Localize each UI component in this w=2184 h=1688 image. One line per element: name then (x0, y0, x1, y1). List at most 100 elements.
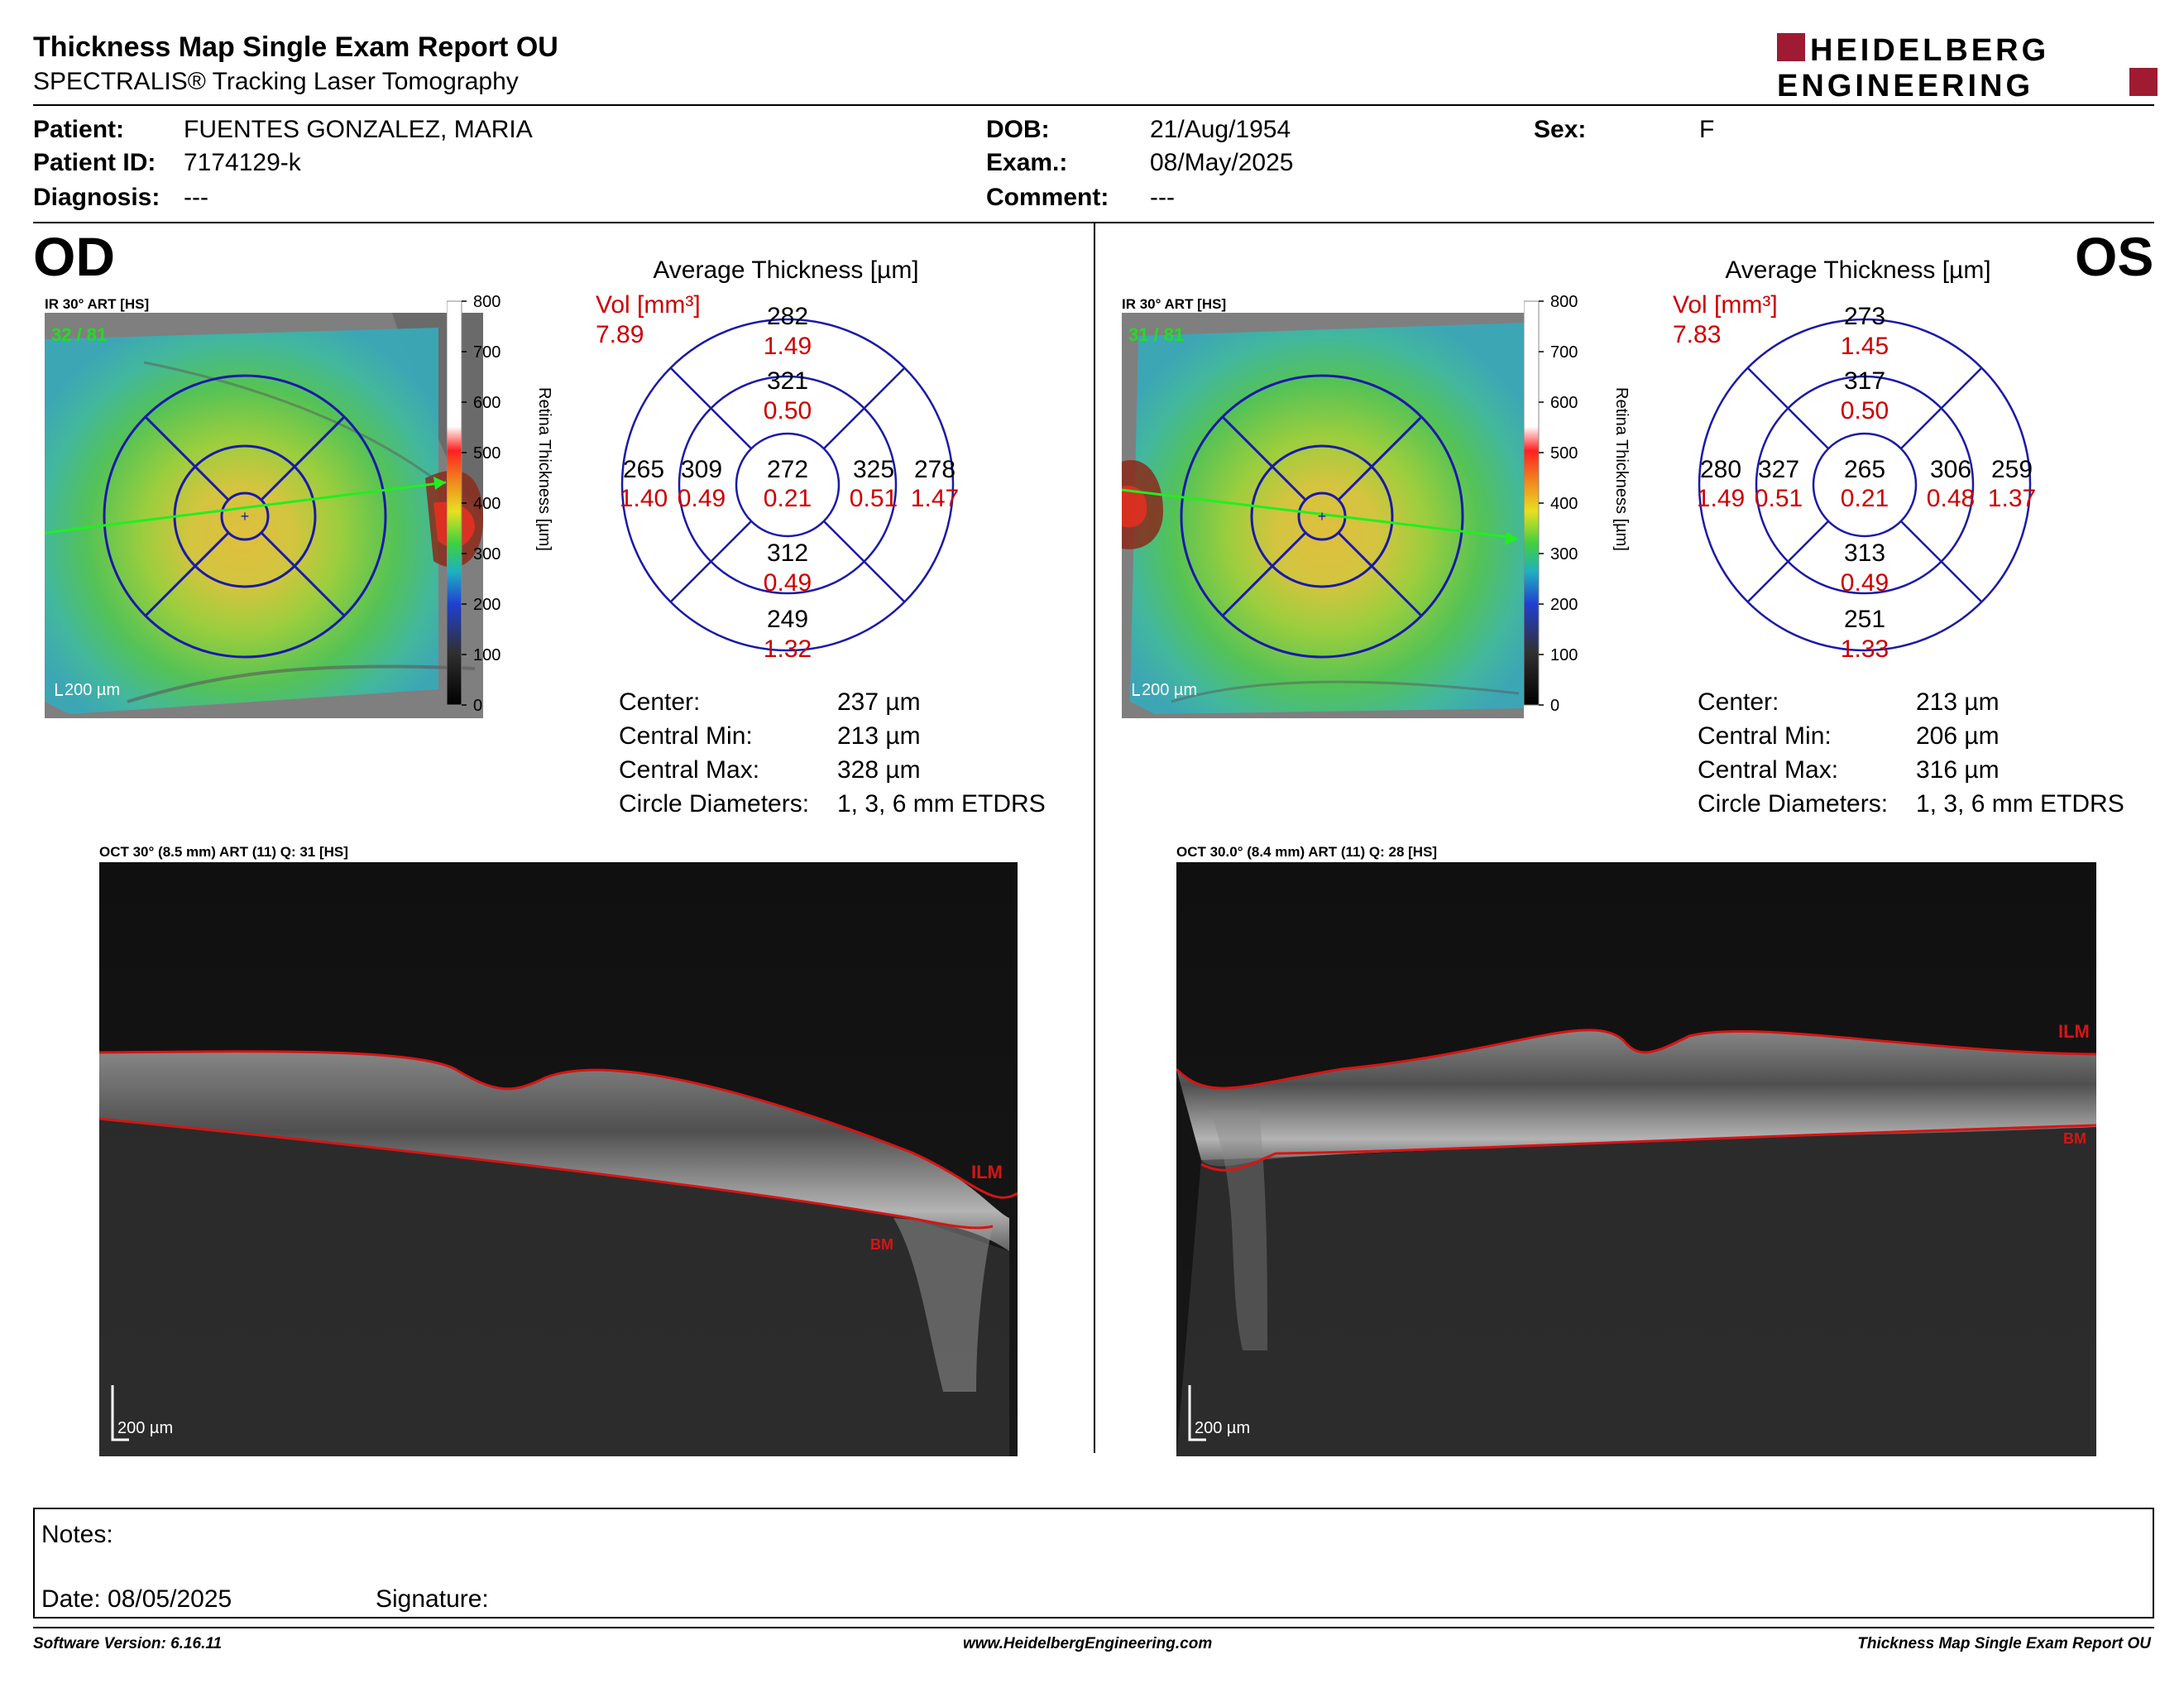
od-outer-right-thickness: 278 (914, 456, 956, 483)
od-inner-right-thickness: 325 (853, 456, 894, 483)
patient-id-label: Patient ID: (33, 149, 156, 176)
os-vol-total: 7.83 (1673, 321, 1722, 348)
os-scan-line (1122, 488, 1516, 539)
logo-line2: ENGINEERING (1777, 69, 2033, 101)
od-oct-scan: ILM BM 200 µm (99, 862, 1018, 1456)
od-title: OD (33, 226, 115, 287)
od-inner-left-volume: 0.49 (678, 485, 726, 512)
od-stat-max-value: 328 µm (837, 756, 921, 784)
os-colorbar-tick-label: 700 (1550, 343, 1578, 362)
od-stat-diam-label: Circle Diameters: (619, 790, 810, 818)
od-bm-label: BM (870, 1236, 893, 1253)
os-inner-superior-thickness: 317 (1844, 367, 1885, 395)
os-colorbar-tick-label: 0 (1550, 697, 1559, 715)
od-stat-center-value: 237 µm (837, 688, 921, 716)
od-avg-title: Average Thickness [µm] (653, 257, 919, 284)
od-scale-bar-icon (55, 683, 63, 696)
os-outer-inferior-volume: 1.33 (1841, 635, 1889, 663)
os-outer-right-thickness: 259 (1991, 456, 2033, 483)
os-stat-min-value: 206 µm (1916, 722, 2000, 750)
od-etdrs-grid (103, 374, 387, 659)
notes-box[interactable]: Notes: Date: 08/05/2025 Signature: (33, 1508, 2154, 1618)
od-vol-total: 7.89 (596, 321, 644, 348)
od-scan-line (45, 481, 447, 535)
footer-website-link[interactable]: www.HeidelbergEngineering.com (963, 1635, 1213, 1652)
od-outer-left-thickness: 265 (623, 456, 664, 483)
od-inner-superior-thickness: 321 (767, 367, 808, 395)
os-ilm-line (1176, 1029, 2096, 1090)
notes-label: Notes: (41, 1521, 113, 1548)
os-stat-center-label: Center: (1698, 688, 1779, 716)
od-outer-superior-thickness: 282 (767, 303, 808, 330)
exam-value: 08/May/2025 (1150, 149, 1294, 176)
od-outer-inferior-volume: 1.32 (764, 635, 812, 663)
os-colorbar-tick-label: 800 (1550, 293, 1578, 311)
od-colorbar-tick-label: 700 (473, 343, 500, 362)
os-stat-max-label: Central Max: (1698, 756, 1839, 784)
od-stat-min-value: 213 µm (837, 722, 921, 750)
os-colorbar-tick-label: 600 (1550, 394, 1578, 412)
patient-label: Patient: (33, 116, 125, 143)
od-oct-scale: 200 µm (117, 1419, 173, 1437)
os-colorbar-title: Retina Thickness [µm] (1612, 387, 1631, 551)
od-colorbar-tick-label: 500 (473, 444, 500, 463)
od-center-volume: 0.21 (764, 485, 812, 512)
od-colorbar-title: Retina Thickness [µm] (535, 387, 553, 551)
od-colorbar: 800 700 600 500 400 300 200 100 0 Retina Thickne… (447, 293, 553, 715)
signature-label: Signature: (376, 1585, 489, 1613)
comment-label: Comment: (986, 184, 1109, 211)
os-outer-superior-thickness: 273 (1844, 303, 1885, 330)
od-colorbar-tick-label: 0 (473, 697, 482, 715)
os-fovea-cross-icon: + (1318, 508, 1327, 525)
os-oct-label: OCT 30.0° (8.4 mm) ART (11) Q: 28 [HS] (1176, 844, 1438, 860)
report-subtitle: SPECTRALIS® Tracking Laser Tomography (33, 68, 519, 95)
dob-label: DOB: (986, 116, 1050, 143)
os-center-thickness: 265 (1844, 456, 1885, 483)
od-outer-left-volume: 1.40 (620, 485, 668, 512)
os-inner-left-volume: 0.51 (1755, 485, 1803, 512)
date-label: Date: 08/05/2025 (41, 1585, 232, 1613)
os-colorbar-tick-label: 400 (1550, 495, 1578, 513)
od-inner-inferior-thickness: 312 (767, 539, 808, 567)
eye-separator (1094, 223, 1095, 1453)
os-stat-center-value: 213 µm (1916, 688, 2000, 716)
os-outer-left-volume: 1.49 (1697, 485, 1745, 512)
od-inner-left-thickness: 309 (681, 456, 722, 483)
os-stat-diam-value: 1, 3, 6 mm ETDRS (1916, 790, 2124, 818)
os-inner-superior-volume: 0.50 (1841, 397, 1889, 424)
os-avg-title: Average Thickness [µm] (1725, 257, 1991, 284)
od-colorbar-tick-label: 800 (473, 293, 500, 311)
od-inner-inferior-volume: 0.49 (764, 569, 812, 597)
od-oct-scale-bar-icon (111, 1385, 129, 1441)
od-colorbar-tick-label: 600 (473, 394, 500, 412)
patient-rule (33, 222, 2154, 223)
od-ir-quality: 32 / 81 (51, 324, 107, 345)
od-etdrs-chart: 282 1.49 321 0.50 272 0.21 312 0.49 249 … (620, 303, 959, 663)
od-outer-inferior-thickness: 249 (767, 606, 808, 633)
os-colorbar-tick-label: 200 (1550, 596, 1578, 614)
od-fovea-cross-icon: + (241, 508, 250, 525)
os-thickness-map: + 31 / 81 200 µm (1122, 313, 1524, 718)
os-inner-left-thickness: 327 (1758, 456, 1799, 483)
exam-label: Exam.: (986, 149, 1068, 176)
od-colorbar-tick-label: 100 (473, 646, 500, 664)
od-map-scale: 200 µm (65, 681, 120, 699)
od-stat-min-label: Central Min: (619, 722, 753, 750)
os-thickness-overlay (1130, 323, 1524, 714)
os-colorbar-tick-label: 100 (1550, 646, 1578, 664)
sex-value: F (1699, 116, 1715, 143)
os-outer-superior-volume: 1.45 (1841, 333, 1889, 360)
od-center-thickness: 272 (767, 456, 808, 483)
os-ir-label: IR 30° ART [HS] (1122, 296, 1227, 312)
os-colorbar: 800 700 600 500 400 300 200 100 0 Retina Thickne… (1524, 293, 1631, 715)
os-stat-min-label: Central Min: (1698, 722, 1832, 750)
od-stat-diam-value: 1, 3, 6 mm ETDRS (837, 790, 1046, 818)
od-ilm-label: ILM (971, 1162, 1003, 1182)
os-ir-quality: 31 / 81 (1128, 324, 1184, 345)
od-bm-line (99, 1117, 994, 1230)
footer-report-name: Thickness Map Single Exam Report OU (1857, 1635, 2151, 1652)
os-etdrs-grid (1180, 374, 1464, 659)
dob-value: 21/Aug/1954 (1150, 116, 1291, 143)
os-oct-scan: ILM BM 200 µm (1176, 862, 2096, 1456)
od-stat-center-label: Center: (619, 688, 701, 716)
